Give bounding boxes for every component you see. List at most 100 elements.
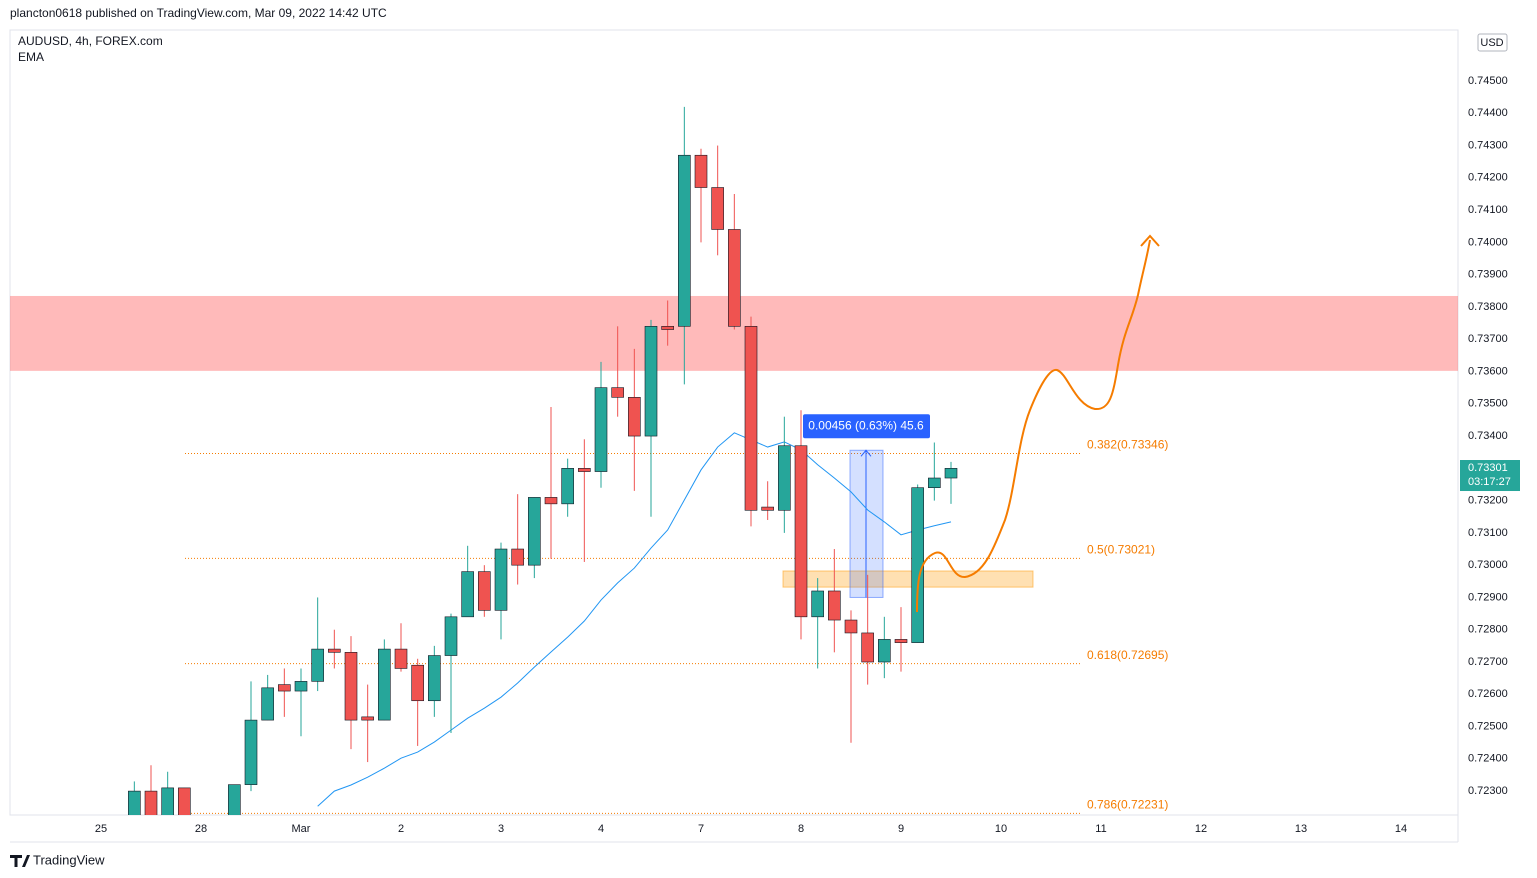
y-tick-label: 0.74200 bbox=[1468, 172, 1508, 184]
x-tick-label: 12 bbox=[1195, 823, 1207, 835]
candle-body bbox=[278, 684, 291, 692]
y-tick-label: 0.73500 bbox=[1468, 398, 1508, 410]
candle-body bbox=[861, 632, 874, 663]
candle-body bbox=[161, 787, 174, 815]
last-price-tag bbox=[1460, 460, 1520, 492]
plot-layer bbox=[10, 106, 1458, 815]
y-tick-label: 0.73200 bbox=[1468, 495, 1508, 507]
candle-body bbox=[478, 571, 491, 611]
y-tick-label: 0.72500 bbox=[1468, 720, 1508, 732]
logo bbox=[10, 855, 30, 867]
candle-body bbox=[461, 571, 474, 618]
x-tick-label: 8 bbox=[798, 823, 804, 835]
y-tick-label: 0.72400 bbox=[1468, 753, 1508, 765]
candle-body bbox=[311, 648, 324, 682]
ema-line bbox=[317, 432, 952, 807]
candle-body bbox=[344, 652, 358, 721]
currency-badge[interactable] bbox=[1477, 33, 1508, 52]
measure-label: 0.00456 (0.63%) 45.6 bbox=[808, 418, 924, 432]
x-tick-label: 14 bbox=[1395, 823, 1407, 835]
fib-label: 0.786(0.72231) bbox=[1087, 798, 1168, 812]
candle-body bbox=[778, 445, 791, 511]
candle-body bbox=[761, 506, 774, 511]
footer: TradingView bbox=[33, 852, 105, 867]
y-tick-label: 0.73800 bbox=[1468, 301, 1508, 313]
y-tick-label: 0.72300 bbox=[1468, 785, 1508, 797]
y-tick-label: 0.74500 bbox=[1468, 75, 1508, 87]
candle-body bbox=[128, 790, 141, 815]
y-tick-label: 0.72700 bbox=[1468, 656, 1508, 668]
x-tick-label: 11 bbox=[1095, 823, 1106, 835]
x-tick-label: 13 bbox=[1295, 823, 1307, 835]
x-tick-label: 25 bbox=[95, 823, 107, 835]
candle-body bbox=[894, 639, 908, 643]
candle-body bbox=[728, 229, 741, 327]
candle-body bbox=[428, 655, 441, 702]
y-tick-label: 0.73900 bbox=[1468, 269, 1508, 281]
indicator-name: EMA bbox=[18, 50, 44, 64]
last-price: 0.73301 bbox=[1468, 462, 1508, 474]
measure-arrowhead bbox=[860, 449, 872, 457]
candle-body bbox=[361, 716, 374, 721]
candle-body bbox=[178, 787, 191, 815]
x-tick-label: 7 bbox=[698, 823, 704, 835]
fib-label: 0.5(0.73021) bbox=[1087, 543, 1155, 557]
x-tick-label: 28 bbox=[195, 823, 207, 835]
candle-body bbox=[528, 497, 541, 566]
candle-body bbox=[261, 687, 274, 721]
y-tick-label: 0.74000 bbox=[1468, 236, 1508, 248]
candle-body bbox=[411, 664, 424, 702]
countdown: 03:17:27 bbox=[1468, 476, 1511, 488]
x-tick-label: 2 bbox=[398, 823, 404, 835]
candle-body bbox=[944, 468, 958, 479]
y-tick-label: 0.74400 bbox=[1468, 107, 1508, 119]
y-tick-label: 0.73700 bbox=[1468, 333, 1508, 345]
candle-body bbox=[678, 154, 691, 327]
candle-body bbox=[544, 497, 558, 505]
candle-body bbox=[228, 784, 241, 815]
candle-body bbox=[828, 590, 841, 621]
x-tick-label: 9 bbox=[898, 823, 904, 835]
y-tick-label: 0.74100 bbox=[1468, 204, 1508, 216]
y-tick-label: 0.73400 bbox=[1468, 430, 1508, 442]
x-tick-label: 3 bbox=[498, 823, 504, 835]
candle-body bbox=[661, 326, 674, 330]
y-tick-label: 0.73000 bbox=[1468, 559, 1508, 571]
fib-label: 0.618(0.72695) bbox=[1087, 648, 1168, 662]
y-tick-label: 0.72600 bbox=[1468, 688, 1508, 700]
candle-body bbox=[244, 719, 258, 785]
symbol: AUDUSD, 4h, FOREX.com bbox=[18, 34, 163, 48]
x-tick-label: 4 bbox=[598, 823, 604, 835]
publisher: plancton0618 published on TradingView.co… bbox=[10, 6, 387, 20]
y-tick-label: 0.74300 bbox=[1468, 139, 1508, 151]
candle-body bbox=[928, 477, 941, 489]
measure-label-box bbox=[803, 414, 930, 439]
candle-body bbox=[711, 187, 724, 230]
candle-body bbox=[844, 619, 858, 634]
candle-body bbox=[628, 397, 641, 437]
x-tick-label: Mar bbox=[292, 823, 311, 835]
candle-body bbox=[611, 387, 624, 398]
candle-body bbox=[878, 639, 891, 663]
candle-body bbox=[578, 468, 591, 472]
candle-body bbox=[294, 681, 308, 692]
y-tick-label: 0.73600 bbox=[1468, 365, 1508, 377]
candle-body bbox=[511, 548, 524, 566]
candle-body bbox=[144, 790, 158, 815]
support-zone bbox=[782, 570, 1034, 588]
forecast-path bbox=[916, 239, 1151, 613]
y-tick-label: 0.72900 bbox=[1468, 591, 1508, 603]
candle-body bbox=[494, 548, 508, 611]
candle-body bbox=[561, 468, 574, 505]
fib-label: 0.382(0.73346) bbox=[1087, 438, 1168, 452]
candle-body bbox=[328, 648, 341, 653]
candle-body bbox=[594, 387, 608, 472]
currency: USD bbox=[1480, 37, 1503, 49]
candle-body bbox=[378, 648, 391, 721]
candle-body bbox=[644, 326, 658, 437]
candle-body bbox=[694, 154, 708, 188]
candle-body bbox=[744, 326, 758, 511]
y-tick-label: 0.72800 bbox=[1468, 624, 1508, 636]
